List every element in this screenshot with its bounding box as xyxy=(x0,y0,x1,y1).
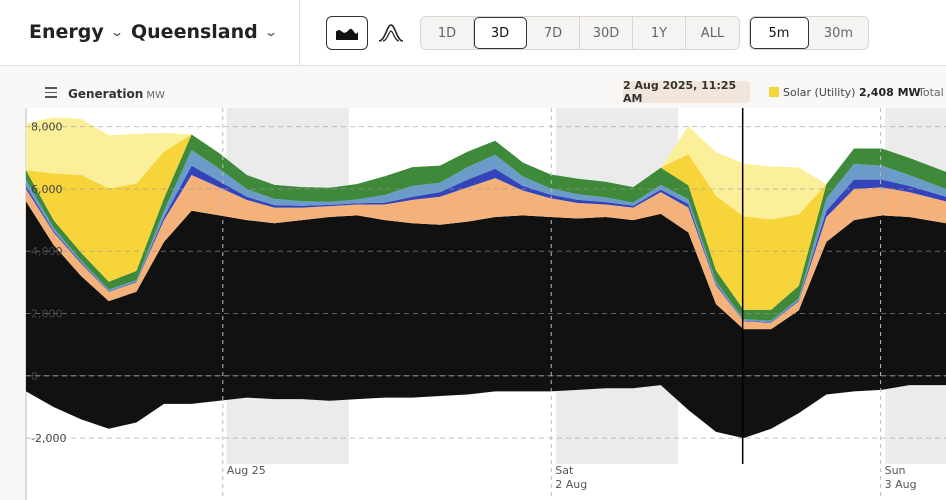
y-tick-label: 0 xyxy=(31,370,38,383)
y-tick-label: 8,000 xyxy=(31,121,63,134)
range-1d-button[interactable]: 1D xyxy=(421,17,474,49)
menu-icon[interactable] xyxy=(45,87,57,98)
interval-30m-button[interactable]: 30m xyxy=(823,25,854,41)
distribution-chart-button[interactable] xyxy=(370,16,412,50)
x-axis-label: 3 Aug xyxy=(885,478,917,491)
hover-series-name: Solar (Utility) xyxy=(783,86,856,99)
series-area-solar_rooftop xyxy=(26,117,946,220)
chevron-down-icon: ⌄ xyxy=(109,25,124,39)
range-1y-button[interactable]: 1Y xyxy=(633,17,686,49)
series-area-hydro xyxy=(26,150,946,323)
y-tick-label: 4,000 xyxy=(31,245,63,258)
x-axis-label: 2 Aug xyxy=(555,478,587,491)
area-chart-button[interactable] xyxy=(326,16,368,50)
range-selector: 1D 3D 7D 30D 1Y ALL xyxy=(420,16,740,50)
region-selector-label: Queensland xyxy=(131,21,258,43)
solar-utility-swatch xyxy=(769,87,779,97)
range-30d-button[interactable]: 30D xyxy=(580,17,633,49)
series-area-gas xyxy=(26,174,946,330)
range-7d-button[interactable]: 7D xyxy=(527,17,580,49)
x-axis-label: Aug 25 xyxy=(227,464,266,477)
chevron-down-icon: ⌄ xyxy=(263,25,278,39)
y-tick-label: 6,000 xyxy=(31,183,63,196)
chart-title: Generation MW xyxy=(68,87,165,101)
distribution-curve-icon xyxy=(378,24,404,42)
series-area-solar_utility xyxy=(26,134,946,310)
series-area-coal xyxy=(26,201,946,376)
hover-legend: Solar (Utility) 2,408 MW xyxy=(783,86,921,99)
series-area-load-negative xyxy=(26,375,946,439)
hover-time-pill: 2 Aug 2025, 11:25 AM xyxy=(623,79,750,105)
top-bar: Energy ⌄ Queensland ⌄ 1D 3D 7D 30D 1Y ALL 5m 3… xyxy=(0,0,946,66)
interval-5m-button[interactable]: 5m xyxy=(750,17,809,49)
hover-series-value: 2,408 MW xyxy=(858,86,921,99)
x-axis-label: Sun xyxy=(885,464,906,477)
interval-selector: 5m 30m xyxy=(749,16,869,50)
range-3d-button[interactable]: 3D xyxy=(474,17,527,49)
energy-selector[interactable]: Energy ⌄ xyxy=(29,21,124,43)
series-area-wind xyxy=(26,134,946,321)
energy-selector-label: Energy xyxy=(29,21,104,43)
total-legend: Total xyxy=(918,86,944,99)
header-divider xyxy=(299,0,300,66)
series-area-battery xyxy=(26,165,946,323)
range-all-button[interactable]: ALL xyxy=(700,25,725,41)
x-axis-label: Sat xyxy=(555,464,574,477)
chart-title-text: Generation xyxy=(68,87,144,101)
chart-unit: MW xyxy=(146,90,165,101)
area-chart-icon xyxy=(335,27,359,40)
y-tick-label: 2,000 xyxy=(31,308,63,321)
chart-header: Generation MW 2 Aug 2025, 11:25 AM Solar … xyxy=(0,78,946,108)
region-selector[interactable]: Queensland ⌄ xyxy=(131,21,278,43)
y-tick-label: -2,000 xyxy=(31,432,66,445)
